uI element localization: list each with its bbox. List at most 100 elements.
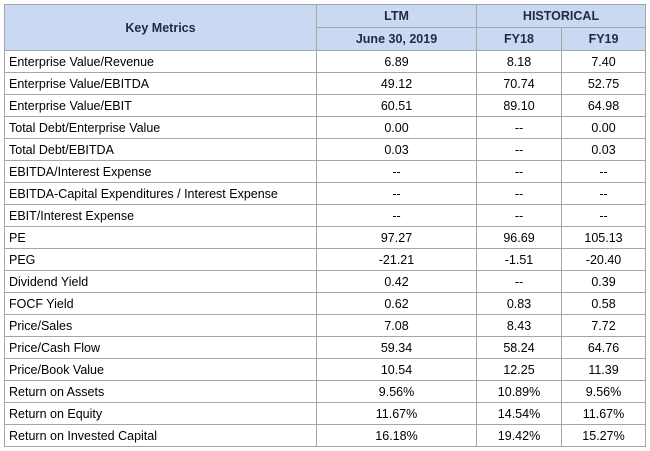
ltm-value: --	[316, 160, 477, 183]
table-row: PEG -21.21 -1.51 -20.40	[4, 248, 647, 271]
fy18-value: 89.10	[476, 94, 562, 117]
historical-header: HISTORICAL	[475, 4, 647, 28]
fy19-value: --	[560, 182, 647, 205]
fy19-value: --	[560, 204, 647, 227]
fy18-value: 12.25	[476, 358, 562, 381]
metric-label: EBITDA/Interest Expense	[4, 160, 317, 183]
table-row: FOCF Yield 0.62 0.83 0.58	[4, 292, 647, 315]
table-row: Enterprise Value/EBITDA 49.12 70.74 52.75	[4, 72, 647, 95]
fy18-value: 10.89%	[476, 380, 562, 403]
ltm-value: 0.42	[316, 270, 477, 293]
fy18-value: --	[476, 160, 562, 183]
fy18-value: --	[476, 138, 562, 161]
metric-label: EBIT/Interest Expense	[4, 204, 317, 227]
fy18-value: --	[476, 204, 562, 227]
ltm-header: LTM	[316, 4, 477, 28]
fy19-value: 0.00	[560, 116, 647, 139]
fy19-value: 0.03	[560, 138, 647, 161]
fy18-value: 0.83	[476, 292, 562, 315]
ltm-value: 0.62	[316, 292, 477, 315]
table-body: Enterprise Value/Revenue 6.89 8.18 7.40 Ente…	[4, 50, 647, 447]
ltm-value: 10.54	[316, 358, 477, 381]
table-row: Return on Invested Capital 16.18% 19.42% 15…	[4, 424, 647, 447]
ltm-value: --	[316, 204, 477, 227]
fy19-value: 7.72	[560, 314, 647, 337]
fy18-value: 14.54%	[476, 402, 562, 425]
metric-label: Price/Sales	[4, 314, 317, 337]
fy18-header: FY18	[476, 27, 562, 51]
metric-label: Dividend Yield	[4, 270, 317, 293]
metric-label: PEG	[4, 248, 317, 271]
fy18-value: 70.74	[476, 72, 562, 95]
table-row: Price/Cash Flow 59.34 58.24 64.76	[4, 336, 647, 359]
metric-label: Return on Assets	[4, 380, 317, 403]
ltm-value: 7.08	[316, 314, 477, 337]
header-row-top: Key Metrics LTM HISTORICAL	[4, 4, 647, 51]
metric-label: Total Debt/Enterprise Value	[4, 116, 317, 139]
ltm-value: 0.03	[316, 138, 477, 161]
key-metrics-header: Key Metrics	[4, 4, 317, 51]
fy18-value: 19.42%	[476, 424, 562, 447]
table-row: Total Debt/Enterprise Value 0.00 -- 0.00	[4, 116, 647, 139]
fy19-value: 7.40	[560, 50, 647, 73]
fy19-value: 0.58	[560, 292, 647, 315]
table-row: Enterprise Value/EBIT 60.51 89.10 64.98	[4, 94, 647, 117]
fy18-value: 8.43	[476, 314, 562, 337]
table-row: PE 97.27 96.69 105.13	[4, 226, 647, 249]
metric-label: Total Debt/EBITDA	[4, 138, 317, 161]
ltm-value: 60.51	[316, 94, 477, 117]
fy18-value: --	[476, 116, 562, 139]
table-row: Total Debt/EBITDA 0.03 -- 0.03	[4, 138, 647, 161]
metric-label: Enterprise Value/Revenue	[4, 50, 317, 73]
ltm-date-header: June 30, 2019	[316, 27, 477, 51]
fy19-value: 64.98	[560, 94, 647, 117]
table-row: EBIT/Interest Expense -- -- --	[4, 204, 647, 227]
fy18-value: --	[476, 182, 562, 205]
ltm-value: 97.27	[316, 226, 477, 249]
table-row: Price/Sales 7.08 8.43 7.72	[4, 314, 647, 337]
fy19-value: 0.39	[560, 270, 647, 293]
ltm-value: 59.34	[316, 336, 477, 359]
header-row-bottom: June 30, 2019 FY18 FY19	[5, 27, 647, 51]
fy18-value: 8.18	[476, 50, 562, 73]
fy19-value: 64.76	[560, 336, 647, 359]
fy19-value: 9.56%	[560, 380, 647, 403]
fy19-value: 11.39	[560, 358, 647, 381]
fy19-value: 52.75	[560, 72, 647, 95]
metric-label: Return on Equity	[4, 402, 317, 425]
ltm-value: 0.00	[316, 116, 477, 139]
ltm-value: --	[316, 182, 477, 205]
metric-label: EBITDA-Capital Expenditures / Interest E…	[4, 182, 317, 205]
fy19-header: FY19	[560, 27, 647, 51]
fy19-value: --	[560, 160, 647, 183]
table-header: Key Metrics LTM HISTORICAL June 30, 2019…	[4, 4, 647, 51]
fy18-value: 58.24	[476, 336, 562, 359]
table-row: Price/Book Value 10.54 12.25 11.39	[4, 358, 647, 381]
ltm-value: -21.21	[316, 248, 477, 271]
ltm-value: 16.18%	[316, 424, 477, 447]
metric-label: Enterprise Value/EBITDA	[4, 72, 317, 95]
fy19-value: 105.13	[560, 226, 647, 249]
fy19-value: 11.67%	[560, 402, 647, 425]
metric-label: PE	[4, 226, 317, 249]
table-row: Enterprise Value/Revenue 6.89 8.18 7.40	[4, 50, 647, 73]
fy19-value: 15.27%	[560, 424, 647, 447]
fy18-value: -1.51	[476, 248, 562, 271]
table-row: Return on Assets 9.56% 10.89% 9.56%	[4, 380, 647, 403]
table-row: Dividend Yield 0.42 -- 0.39	[4, 270, 647, 293]
metric-label: Enterprise Value/EBIT	[4, 94, 317, 117]
metric-label: Price/Cash Flow	[4, 336, 317, 359]
key-metrics-table: Key Metrics LTM HISTORICAL June 30, 2019…	[4, 4, 647, 447]
key-metrics-table-container: Key Metrics LTM HISTORICAL June 30, 2019…	[4, 4, 647, 447]
fy18-value: 96.69	[476, 226, 562, 249]
metric-label: FOCF Yield	[4, 292, 317, 315]
table-row: EBITDA/Interest Expense -- -- --	[4, 160, 647, 183]
fy18-value: --	[476, 270, 562, 293]
ltm-value: 49.12	[316, 72, 477, 95]
table-row: Return on Equity 11.67% 14.54% 11.67%	[4, 402, 647, 425]
fy19-value: -20.40	[560, 248, 647, 271]
ltm-value: 11.67%	[316, 402, 477, 425]
table-row: EBITDA-Capital Expenditures / Interest E…	[4, 182, 647, 205]
metric-label: Return on Invested Capital	[4, 424, 317, 447]
metric-label: Price/Book Value	[4, 358, 317, 381]
